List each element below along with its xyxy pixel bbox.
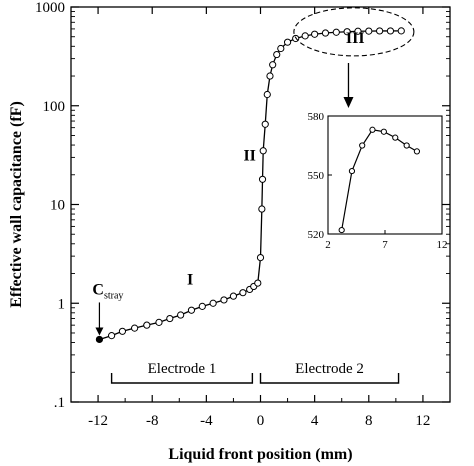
data-point: [311, 30, 319, 38]
data-point: [386, 27, 395, 35]
y-tick-label: 1000: [35, 0, 65, 16]
region-iii-ellipse: [293, 7, 415, 57]
y-tick-label: 10: [50, 198, 65, 214]
y-axis-title: Effective wall capacitance (fF): [8, 101, 25, 308]
data-point: [220, 296, 228, 304]
data-point: [277, 44, 285, 53]
x-tick-label: -4: [200, 413, 213, 429]
y-tick-label: .1: [54, 395, 65, 411]
inset-data-point: [348, 167, 356, 175]
inset-data-point: [413, 148, 421, 155]
x-tick-label: -12: [88, 413, 108, 429]
x-tick-label: 4: [311, 413, 319, 429]
data-point: [321, 29, 330, 37]
data-point: [166, 314, 174, 323]
inset-x-tick-label: 7: [382, 239, 388, 251]
data-point: [266, 72, 274, 80]
region-label: I: [187, 271, 193, 288]
region-label: II: [243, 147, 255, 164]
data-point: [209, 299, 217, 307]
electrode-bracket: [259, 373, 400, 384]
data-point: [143, 321, 151, 329]
inset-data-point: [403, 142, 410, 149]
data-point: [269, 61, 277, 69]
inset-x-tick-label: 12: [437, 239, 448, 251]
x-axis-title: Liquid front position (mm): [168, 446, 352, 463]
inset-data-point: [359, 142, 366, 149]
x-tick-label: 12: [415, 413, 430, 429]
x-tick-label: 0: [257, 413, 265, 429]
inset-y-tick-label: 550: [308, 170, 325, 182]
data-point: [376, 27, 384, 35]
data-point: [263, 90, 271, 99]
data-point: [283, 38, 292, 46]
x-tick-label: 8: [365, 413, 373, 429]
region-label: III: [346, 30, 365, 47]
inset-data-point: [392, 134, 399, 141]
data-point: [261, 120, 269, 128]
data-point: [397, 27, 405, 35]
inset-data-point: [380, 128, 387, 135]
data-point: [118, 327, 127, 335]
x-tick-label: -8: [146, 413, 159, 429]
c-stray-label: Cstray: [92, 281, 123, 301]
data-point: [256, 253, 265, 262]
data-point: [273, 50, 281, 59]
data-point: [177, 311, 185, 319]
electrode-label: Electrode 2: [295, 361, 364, 377]
inset-data-point: [369, 126, 376, 133]
data-point: [365, 27, 373, 35]
inset-y-tick-label: 520: [308, 229, 325, 241]
y-tick-label: 1: [58, 296, 66, 312]
data-point: [258, 205, 266, 213]
data-point: [343, 28, 351, 36]
data-point: [95, 335, 104, 344]
inset-arrow-head: [343, 97, 354, 108]
electrode-bracket: [110, 373, 254, 384]
c-stray-arrow-head: [95, 327, 104, 336]
data-point: [108, 332, 116, 340]
data-point: [187, 306, 196, 314]
inset-frame: [327, 115, 443, 235]
data-point: [254, 279, 262, 287]
data-point: [258, 175, 267, 183]
data-point: [229, 292, 238, 300]
data-point: [198, 302, 206, 310]
inset-y-tick-label: 580: [308, 111, 325, 123]
inset-data-point: [338, 226, 345, 234]
data-point: [354, 27, 362, 35]
y-tick-label: 100: [43, 99, 66, 115]
data-point: [301, 32, 309, 40]
electrode-label: Electrode 1: [148, 361, 217, 377]
data-point: [155, 318, 163, 326]
inset-x-tick-label: 2: [325, 239, 331, 251]
data-point: [239, 289, 247, 297]
c-stray-subscript: stray: [104, 290, 123, 301]
data-point: [259, 147, 267, 155]
data-point: [131, 324, 139, 332]
data-point: [332, 28, 340, 36]
